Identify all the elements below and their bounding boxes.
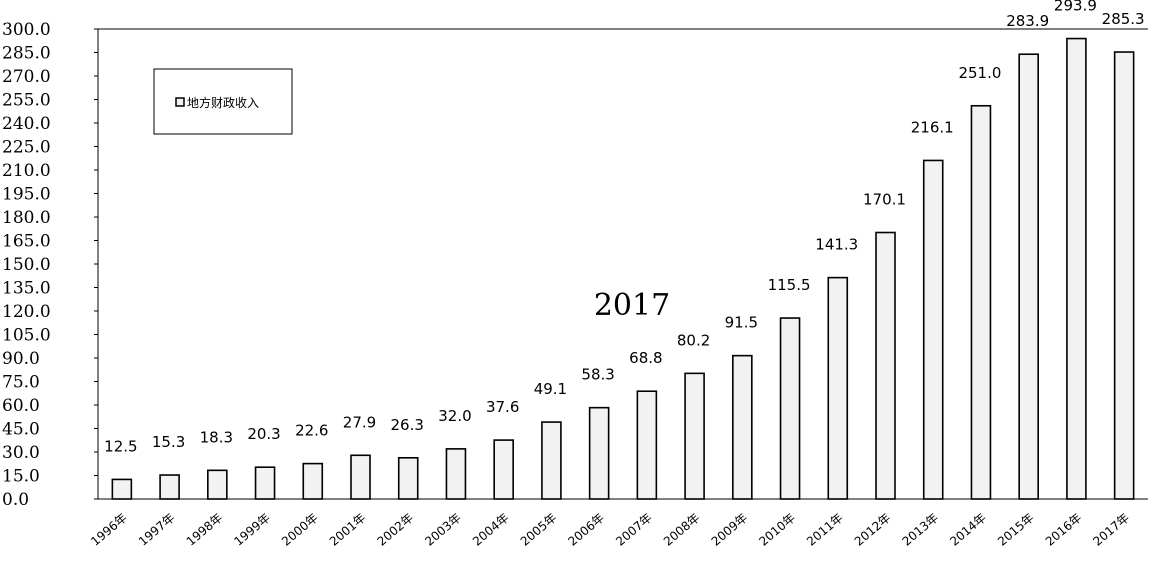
bar bbox=[1066, 37, 1087, 500]
y-tick-label: 135.0 bbox=[2, 279, 51, 299]
data-label: 12.5 bbox=[104, 437, 137, 455]
legend-label: 地方财政收入 bbox=[187, 95, 259, 110]
y-tick-label: 45.0 bbox=[2, 420, 40, 440]
y-tick-label: 120.0 bbox=[2, 302, 51, 322]
data-label: 68.8 bbox=[629, 349, 662, 367]
bar bbox=[684, 372, 705, 500]
x-tick-label: 2004年 bbox=[470, 511, 512, 549]
bar bbox=[875, 231, 896, 500]
y-tick-label: 105.0 bbox=[2, 326, 51, 346]
y-tick-label: 30.0 bbox=[2, 443, 40, 463]
y-tick-label: 285.0 bbox=[2, 44, 51, 64]
y-tick-label: 255.0 bbox=[2, 91, 51, 111]
x-tick-label: 1996年 bbox=[88, 511, 130, 549]
data-label: 283.9 bbox=[1006, 12, 1049, 30]
legend: 地方财政收入 bbox=[153, 68, 293, 135]
bar bbox=[541, 421, 562, 500]
data-label: 32.0 bbox=[438, 407, 471, 425]
y-tick-label: 210.0 bbox=[2, 161, 51, 181]
y-tick-label: 75.0 bbox=[2, 373, 40, 393]
x-tick-label: 2007年 bbox=[613, 511, 655, 549]
x-tick-label: 2016年 bbox=[1043, 511, 1085, 549]
y-tick-label: 165.0 bbox=[2, 232, 51, 252]
x-tick-label: 2012年 bbox=[852, 511, 894, 549]
x-tick-label: 1998年 bbox=[184, 511, 226, 549]
bars bbox=[111, 37, 1135, 500]
x-tick-label: 2003年 bbox=[422, 511, 464, 549]
y-tick-label: 225.0 bbox=[2, 138, 51, 158]
x-tick-labels: 1996年 1997年 1998年 1999年 2000年 2001年 2002年 2003年… bbox=[88, 511, 1132, 549]
data-label: 20.3 bbox=[247, 425, 280, 443]
x-tick-label: 2002年 bbox=[375, 511, 417, 549]
bar bbox=[159, 474, 180, 500]
y-tick-label: 60.0 bbox=[2, 396, 40, 416]
y-tick-label: 270.0 bbox=[2, 67, 51, 87]
data-label: 58.3 bbox=[581, 366, 614, 384]
data-label: 18.3 bbox=[200, 428, 233, 446]
bar bbox=[779, 317, 801, 500]
bar bbox=[302, 462, 324, 500]
bar bbox=[636, 390, 658, 500]
data-label: 37.6 bbox=[486, 398, 519, 416]
data-label: 216.1 bbox=[911, 118, 954, 136]
y-tick-label: 90.0 bbox=[2, 349, 40, 369]
bar bbox=[827, 276, 849, 500]
x-tick-label: 1999年 bbox=[231, 511, 273, 549]
data-label: 141.3 bbox=[815, 236, 858, 254]
x-tick-label: 2005年 bbox=[518, 511, 560, 549]
x-tick-label: 2001年 bbox=[327, 511, 369, 549]
legend-swatch bbox=[175, 97, 185, 107]
data-label: 285.3 bbox=[1102, 10, 1145, 28]
bar bbox=[493, 439, 514, 500]
data-label: 26.3 bbox=[391, 416, 424, 434]
data-label: 115.5 bbox=[768, 276, 811, 294]
bar bbox=[1018, 53, 1039, 500]
data-label: 170.1 bbox=[863, 191, 906, 209]
data-label: 80.2 bbox=[677, 331, 710, 349]
bar bbox=[111, 478, 133, 500]
data-label: 251.0 bbox=[958, 64, 1001, 82]
x-tick-label: 2008年 bbox=[661, 511, 703, 549]
y-tick-labels: 0.0 15.0 30.0 45.0 60.0 75.0 90.0 105.0 120.0 135… bbox=[2, 20, 51, 510]
x-tick-label: 2017年 bbox=[1090, 511, 1132, 549]
bar bbox=[970, 104, 992, 500]
data-label: 27.9 bbox=[343, 413, 376, 431]
chart-annotation: 2017 bbox=[594, 288, 670, 323]
bar bbox=[397, 456, 419, 500]
bar bbox=[922, 159, 944, 500]
y-tick-label: 195.0 bbox=[2, 185, 51, 205]
x-tick-label: 1997年 bbox=[136, 511, 178, 549]
bar bbox=[1113, 51, 1135, 500]
x-tick-label: 2009年 bbox=[709, 511, 751, 549]
x-tick-label: 2011年 bbox=[804, 511, 846, 549]
data-label: 15.3 bbox=[152, 433, 185, 451]
y-tick-label: 15.0 bbox=[2, 467, 40, 487]
x-tick-label: 2013年 bbox=[900, 511, 942, 549]
y-tick-label: 0.0 bbox=[2, 490, 29, 510]
bar bbox=[588, 406, 610, 500]
x-tick-label: 2010年 bbox=[756, 511, 798, 549]
x-tick-label: 2014年 bbox=[947, 511, 989, 549]
y-tick-label: 150.0 bbox=[2, 255, 51, 275]
data-label: 22.6 bbox=[295, 422, 328, 440]
data-label: 91.5 bbox=[725, 314, 758, 332]
data-label: 293.9 bbox=[1054, 0, 1097, 15]
y-tick-label: 240.0 bbox=[2, 114, 51, 134]
y-tick-label: 300.0 bbox=[2, 20, 51, 40]
bar bbox=[445, 448, 467, 500]
data-label: 49.1 bbox=[534, 380, 567, 398]
x-tick-label: 2000年 bbox=[279, 511, 321, 549]
bar bbox=[350, 454, 371, 500]
y-tick-label: 180.0 bbox=[2, 208, 51, 228]
bar bbox=[254, 466, 276, 500]
x-tick-label: 2006年 bbox=[565, 511, 607, 549]
bar bbox=[732, 354, 753, 500]
bar bbox=[207, 469, 228, 500]
x-tick-label: 2015年 bbox=[995, 511, 1037, 549]
data-labels: 12.5 15.3 18.3 20.3 22.6 27.9 26.3 32.0 37.6 49.1… bbox=[104, 0, 1144, 455]
